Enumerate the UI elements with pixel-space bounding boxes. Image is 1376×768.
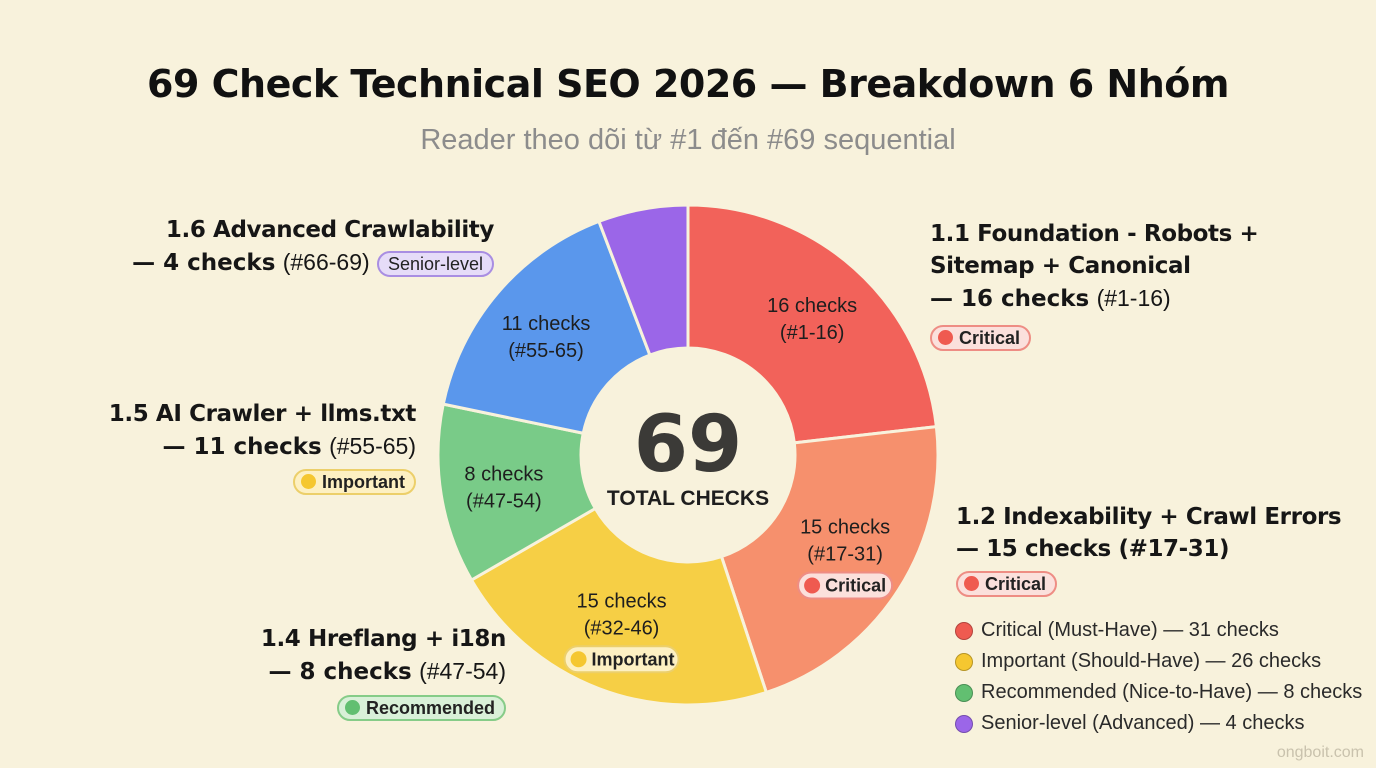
watermark: ongboit.com bbox=[1276, 744, 1364, 761]
callout-1-4-count: — 8 checks bbox=[268, 659, 412, 685]
legend-swatch bbox=[955, 621, 973, 640]
slice-label: 15 checks bbox=[800, 517, 890, 539]
callout-1-1-range: (#1-16) bbox=[1096, 285, 1171, 311]
legend-item-important: Important (Should-Have) — 26 checks bbox=[955, 646, 1362, 677]
slice-badge-important: Important bbox=[563, 645, 680, 674]
slice-label: 15 checks bbox=[577, 590, 667, 612]
legend-item-recommended: Recommended (Nice-to-Have) — 8 checks bbox=[955, 677, 1362, 708]
callout-1-4: 1.4 Hreflang + i18n — 8 checks (#47-54) … bbox=[261, 623, 506, 723]
donut-slice-1-2 bbox=[719, 424, 940, 695]
donut-hole bbox=[582, 349, 794, 561]
badge-critical: Critical bbox=[956, 570, 1058, 597]
callout-1-5-title: 1.5 AI Crawler + llms.txt bbox=[108, 401, 417, 427]
slice-badge-background bbox=[563, 645, 680, 674]
callout-1-1: 1.1 Foundation - Robots + Sitemap + Cano… bbox=[930, 218, 1259, 353]
callout-1-4-title: 1.4 Hreflang + i18n bbox=[260, 626, 507, 652]
legend-label: Important (Should-Have) — 26 checks bbox=[981, 650, 1322, 672]
legend-label: Critical (Must-Have) — 31 checks bbox=[981, 619, 1279, 641]
callout-1-1-title-line2: Sitemap + Canonical bbox=[930, 253, 1191, 279]
legend: Critical (Must-Have) — 31 checks Importa… bbox=[955, 615, 1362, 739]
legend-label: Senior-level (Advanced) — 4 checks bbox=[981, 712, 1305, 734]
callout-1-5: 1.5 AI Crawler + llms.txt — 11 checks (#… bbox=[109, 398, 416, 497]
badge-critical: Critical bbox=[930, 324, 1032, 351]
badge-label: Critical bbox=[959, 327, 1021, 348]
callout-1-6-count: — 4 checks bbox=[132, 250, 276, 276]
badge-recommended: Recommended bbox=[336, 694, 506, 721]
chart-title: 69 Check Technical SEO 2026 — Breakdown … bbox=[147, 62, 1229, 106]
slice-label: 11 checks bbox=[502, 313, 591, 335]
callout-1-2: 1.2 Indexability + Crawl Errors — 15 che… bbox=[956, 501, 1342, 599]
slice-badge-label: Important bbox=[592, 649, 675, 669]
slice-range-label: (#55-65) bbox=[508, 340, 584, 362]
slice-range-label: (#47-54) bbox=[466, 491, 542, 513]
center-total-label: TOTAL CHECKS bbox=[607, 487, 769, 510]
slice-badge-label: Critical bbox=[825, 576, 886, 596]
legend-label: Recommended (Nice-to-Have) — 8 checks bbox=[981, 681, 1363, 703]
important-dot-icon bbox=[570, 651, 587, 668]
legend-swatch bbox=[955, 714, 973, 733]
slice-range-label: (#32-46) bbox=[584, 617, 660, 639]
callout-1-6-range: (#66-69) bbox=[282, 249, 370, 275]
callout-1-2-count: — 15 checks (#17-31) bbox=[956, 536, 1230, 562]
legend-swatch bbox=[955, 683, 973, 702]
critical-dot-icon bbox=[964, 576, 979, 591]
slice-range-label: (#1-16) bbox=[780, 322, 844, 344]
legend-item-senior-level: Senior-level (Advanced) — 4 checks bbox=[955, 708, 1362, 739]
callout-1-5-count: — 11 checks bbox=[162, 434, 322, 460]
badge-label: Recommended bbox=[365, 697, 495, 718]
donut-slice-1-1 bbox=[686, 203, 939, 445]
legend-swatch bbox=[955, 652, 973, 671]
chart-subtitle: Reader theo dõi từ #1 đến #69 sequential bbox=[420, 124, 956, 156]
center-total-value: 69 bbox=[634, 400, 743, 490]
critical-dot-icon bbox=[938, 330, 953, 345]
critical-dot-icon bbox=[804, 577, 821, 594]
slice-label: 8 checks bbox=[464, 464, 543, 486]
badge-label: Critical bbox=[985, 573, 1047, 594]
legend-item-critical: Critical (Must-Have) — 31 checks bbox=[955, 615, 1362, 646]
callout-1-6-title: 1.6 Advanced Crawlability bbox=[165, 217, 495, 243]
badge-label: Senior-level bbox=[387, 253, 483, 274]
badge-label: Important bbox=[322, 471, 405, 492]
important-dot-icon bbox=[301, 474, 316, 489]
slice-label: 16 checks bbox=[767, 295, 857, 317]
slice-range-label: (#17-31) bbox=[807, 544, 883, 566]
donut-slice-1-3 bbox=[469, 506, 769, 707]
callout-1-4-range: (#47-54) bbox=[419, 658, 506, 684]
recommended-dot-icon bbox=[344, 700, 360, 715]
slice-badge-critical: Critical bbox=[797, 571, 894, 600]
badge-important: Important bbox=[293, 468, 416, 495]
callout-1-2-title: 1.2 Indexability + Crawl Errors bbox=[956, 504, 1342, 530]
callout-1-6: 1.6 Advanced Crawlability — 4 checks (#6… bbox=[132, 214, 494, 279]
donut-slice-1-5 bbox=[441, 219, 652, 436]
donut-slice-1-6 bbox=[597, 203, 690, 357]
callout-1-5-range: (#55-65) bbox=[329, 433, 416, 459]
callout-1-1-count: — 16 checks bbox=[930, 286, 1090, 312]
slice-badge-background bbox=[797, 571, 894, 600]
badge-senior-level: Senior-level bbox=[376, 250, 494, 277]
callout-1-1-title-line1: 1.1 Foundation - Robots + bbox=[930, 221, 1259, 247]
